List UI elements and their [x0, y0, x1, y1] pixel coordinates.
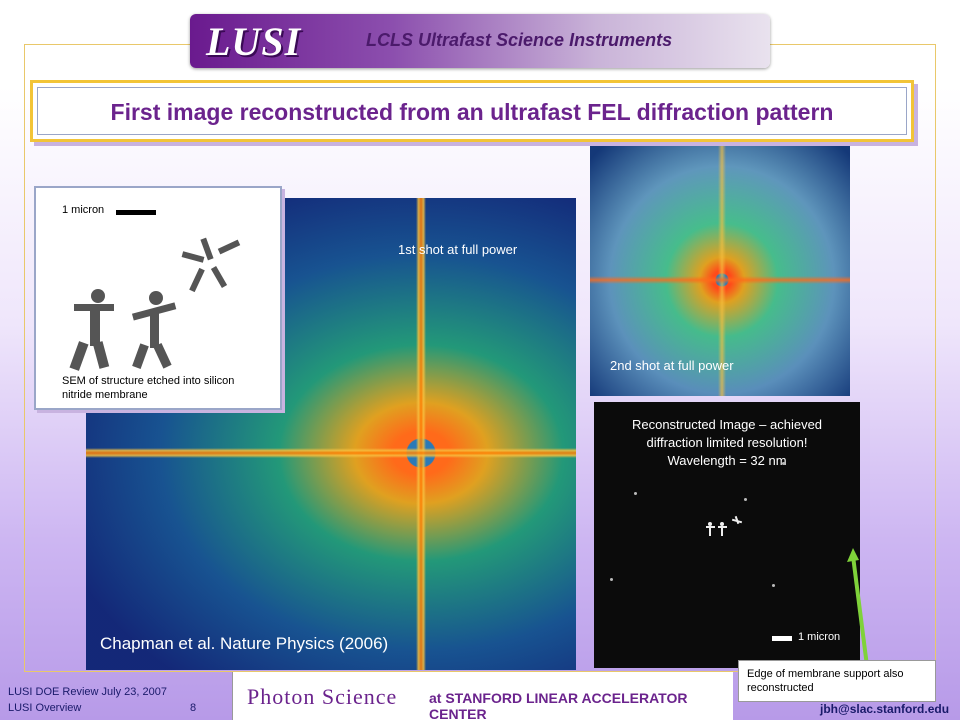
photon-science-logo: Photon Science [247, 684, 398, 709]
reconstructed-caption: Reconstructed Image – achieved diffracti… [594, 416, 860, 470]
citation: Chapman et al. Nature Physics (2006) [100, 634, 389, 653]
diffraction-spike-vertical [416, 198, 426, 670]
noise-speck [772, 584, 775, 587]
page-number: 8 [190, 702, 197, 714]
lusi-logo: LUSI [206, 19, 302, 64]
reconstructed-image: Reconstructed Image – achieved diffracti… [594, 402, 860, 668]
lusi-banner: LUSI LCLS Ultrafast Science Instruments [190, 14, 770, 68]
second-shot-spike-horizontal [590, 276, 850, 284]
noise-speck [634, 492, 637, 495]
reconstructed-figures-image [706, 515, 743, 536]
title-box-inner-border [37, 87, 907, 135]
slac-name: at STANFORD LINEAR ACCELERATOR CENTER [429, 690, 688, 722]
reconstructed-scale-bar [772, 636, 792, 641]
sem-caption: SEM of structure etched into silicon nit… [62, 375, 235, 401]
slide-title: First image reconstructed from an ultraf… [110, 99, 834, 125]
reconstructed-caption-line1: Reconstructed Image – achieved [631, 417, 823, 432]
reconstructed-caption-line2: diffraction limited resolution! [646, 435, 808, 450]
first-shot-caption: 1st shot at full power [398, 242, 518, 257]
reconstructed-caption-line3: Wavelength = 32 nm [667, 453, 787, 468]
sem-stick-figures-image [69, 237, 241, 371]
green-arrow-icon [847, 548, 869, 667]
sem-inset: 1 micron SEM of structure etched into si… [34, 186, 282, 410]
noise-speck [782, 462, 785, 465]
footer-review-line1: LUSI DOE Review July 23, 2007 [8, 686, 167, 698]
noise-speck [610, 578, 613, 581]
noise-speck [744, 498, 747, 501]
second-shot-caption: 2nd shot at full power [610, 358, 734, 373]
sem-scale-bar [116, 210, 156, 215]
reconstructed-scale-label: 1 micron [798, 631, 841, 643]
banner-subtitle: LCLS Ultrafast Science Instruments [366, 30, 673, 50]
second-shot-spike-vertical [718, 146, 726, 396]
footer-review-info: LUSI DOE Review July 23, 2007 LUSI Overv… [8, 684, 196, 716]
diffraction-pattern-image: 1st shot at full power Chapman et al. Na… [86, 198, 576, 670]
contact-email: jbh@slac.stanford.edu [820, 702, 950, 716]
edge-note: Edge of membrane support also reconstruc… [738, 660, 936, 702]
sem-scale-label: 1 micron [62, 204, 105, 216]
footer-review-line2: LUSI Overview [8, 702, 82, 714]
diffraction-spike-horizontal [86, 448, 576, 458]
photon-science-footer: Photon Science at STANFORD LINEAR ACCELE… [232, 672, 733, 722]
slide-title-box: First image reconstructed from an ultraf… [30, 80, 914, 142]
second-shot-image: 2nd shot at full power [590, 146, 850, 396]
